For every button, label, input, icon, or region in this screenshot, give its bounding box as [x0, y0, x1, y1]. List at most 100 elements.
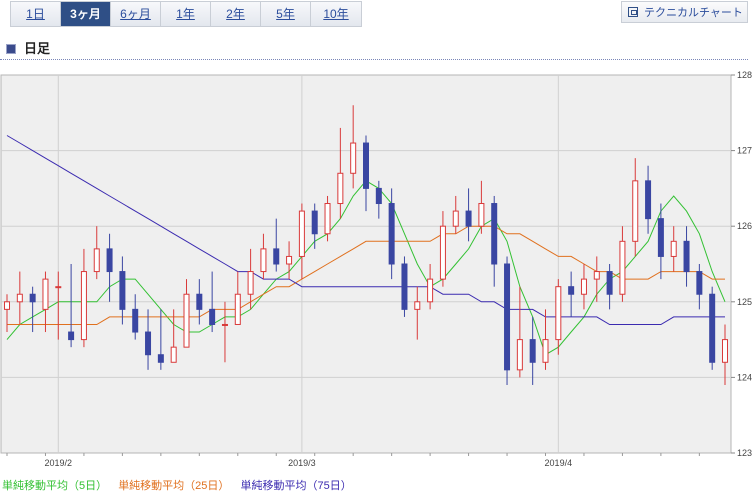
candle-up: [427, 264, 434, 310]
candle-body: [439, 225, 446, 280]
x-tick-label: 2019/2: [45, 458, 73, 468]
period-tabs: 1日 3ヶ月 6ヶ月 1年 2年 5年 10年: [10, 1, 362, 27]
candle-up: [350, 105, 357, 189]
candle-up: [632, 158, 639, 257]
candle-body: [42, 278, 49, 310]
candle-up: [439, 211, 446, 287]
candle-body: [645, 180, 652, 220]
candle-body: [16, 293, 23, 303]
candle-body: [555, 286, 562, 341]
legend: 単純移動平均（5日） 単純移動平均（25日） 単純移動平均（75日）: [2, 477, 360, 493]
candle-body: [286, 255, 293, 265]
candle-body: [80, 271, 87, 341]
candle-body: [683, 240, 690, 273]
technical-chart-button[interactable]: テクニカルチャート: [621, 1, 748, 23]
x-tick-label: 2019/4: [545, 458, 573, 468]
candle-down: [119, 256, 126, 325]
candle-body: [132, 308, 139, 333]
candle-down: [145, 309, 152, 370]
y-axis-ticks: 128 127 126 125 124 123: [731, 70, 752, 458]
candle-body: [93, 248, 100, 273]
y-tick-label: 128: [737, 70, 752, 80]
candle-body: [452, 210, 459, 227]
candle-up: [183, 279, 190, 348]
candle-up: [93, 226, 100, 280]
candle-up: [170, 309, 177, 363]
candlestick-chart: 128 127 126 125 124 123 2019/2 2019/3 2019/4: [0, 70, 752, 468]
candle-body: [529, 339, 536, 363]
candle-body: [657, 218, 664, 257]
candle-down: [529, 316, 536, 385]
candle-up: [619, 226, 626, 302]
candle-down: [196, 279, 203, 325]
tab-1y[interactable]: 1年: [161, 2, 211, 26]
candle-body: [196, 293, 203, 310]
candle-body: [722, 339, 728, 363]
candle-body: [619, 240, 626, 295]
candle-up: [286, 241, 293, 280]
candle-up: [593, 256, 600, 302]
candle-body: [491, 203, 498, 265]
candle-down: [606, 264, 613, 310]
candle-up: [247, 248, 254, 310]
y-tick-label: 123: [737, 448, 752, 458]
candle-up: [260, 233, 267, 280]
candle-body: [183, 293, 190, 348]
candle-up: [324, 195, 331, 242]
candle-body: [119, 271, 126, 310]
y-tick-label: 126: [737, 221, 752, 231]
candle-up: [542, 309, 549, 370]
candle-body: [478, 203, 485, 227]
y-tick-label: 127: [737, 146, 752, 156]
candle-down: [645, 165, 652, 234]
candle-body: [298, 210, 305, 257]
y-tick-label: 124: [737, 372, 752, 382]
candle-body: [465, 210, 472, 227]
x-tick-label: 2019/3: [288, 458, 316, 468]
candle-down: [568, 271, 575, 317]
candle-body: [504, 263, 511, 371]
candle-up: [234, 271, 241, 325]
candle-down: [363, 135, 369, 212]
candle-up: [42, 271, 49, 333]
tab-3m[interactable]: 3ヶ月: [61, 2, 111, 26]
candle-down: [157, 309, 164, 370]
candle-body: [209, 308, 216, 325]
candle-body: [234, 293, 241, 325]
tab-10y[interactable]: 10年: [311, 2, 361, 26]
square-bullet-icon: [6, 44, 16, 54]
candle-up: [722, 324, 728, 385]
candle-down: [29, 286, 36, 333]
tab-6m[interactable]: 6ヶ月: [111, 2, 161, 26]
section-title: 日足: [24, 41, 51, 56]
candle-body: [414, 301, 421, 310]
candle-up: [298, 203, 305, 280]
candle-body: [106, 248, 113, 273]
candle-down: [273, 218, 280, 272]
candle-body: [593, 271, 600, 280]
candle-body: [709, 293, 716, 363]
candle-up: [55, 271, 62, 340]
section-header: 日足: [6, 38, 50, 57]
candle-down: [657, 203, 664, 280]
candle-down: [132, 294, 139, 340]
candle-body: [4, 301, 10, 310]
candle-body: [145, 331, 152, 356]
candle-up: [337, 127, 344, 219]
candle-body: [696, 271, 703, 295]
candle-down: [709, 286, 716, 370]
tab-2y[interactable]: 2年: [211, 2, 261, 26]
legend-ma5: 単純移動平均（5日）: [2, 480, 108, 492]
candle-up: [478, 180, 485, 234]
candle-body: [388, 203, 395, 265]
candle-body: [221, 323, 228, 326]
candle-body: [580, 278, 587, 295]
legend-ma25: 単純移動平均（25日）: [118, 480, 230, 492]
candle-down: [491, 195, 498, 287]
tab-5y[interactable]: 5年: [261, 2, 311, 26]
tab-1d[interactable]: 1日: [11, 2, 61, 26]
section-divider: [0, 59, 748, 60]
candle-body: [363, 142, 369, 189]
candle-down: [375, 180, 382, 219]
candle-body: [68, 331, 75, 341]
